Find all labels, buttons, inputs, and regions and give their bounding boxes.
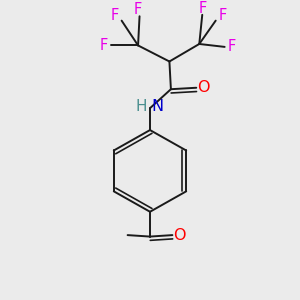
- Text: F: F: [199, 1, 207, 16]
- Text: O: O: [173, 228, 186, 243]
- Text: F: F: [134, 2, 142, 17]
- Text: N: N: [152, 99, 164, 114]
- Text: F: F: [218, 8, 226, 23]
- Text: O: O: [197, 80, 210, 95]
- Text: F: F: [100, 38, 108, 53]
- Text: F: F: [228, 39, 236, 54]
- Text: F: F: [111, 8, 119, 23]
- Text: H: H: [136, 99, 147, 114]
